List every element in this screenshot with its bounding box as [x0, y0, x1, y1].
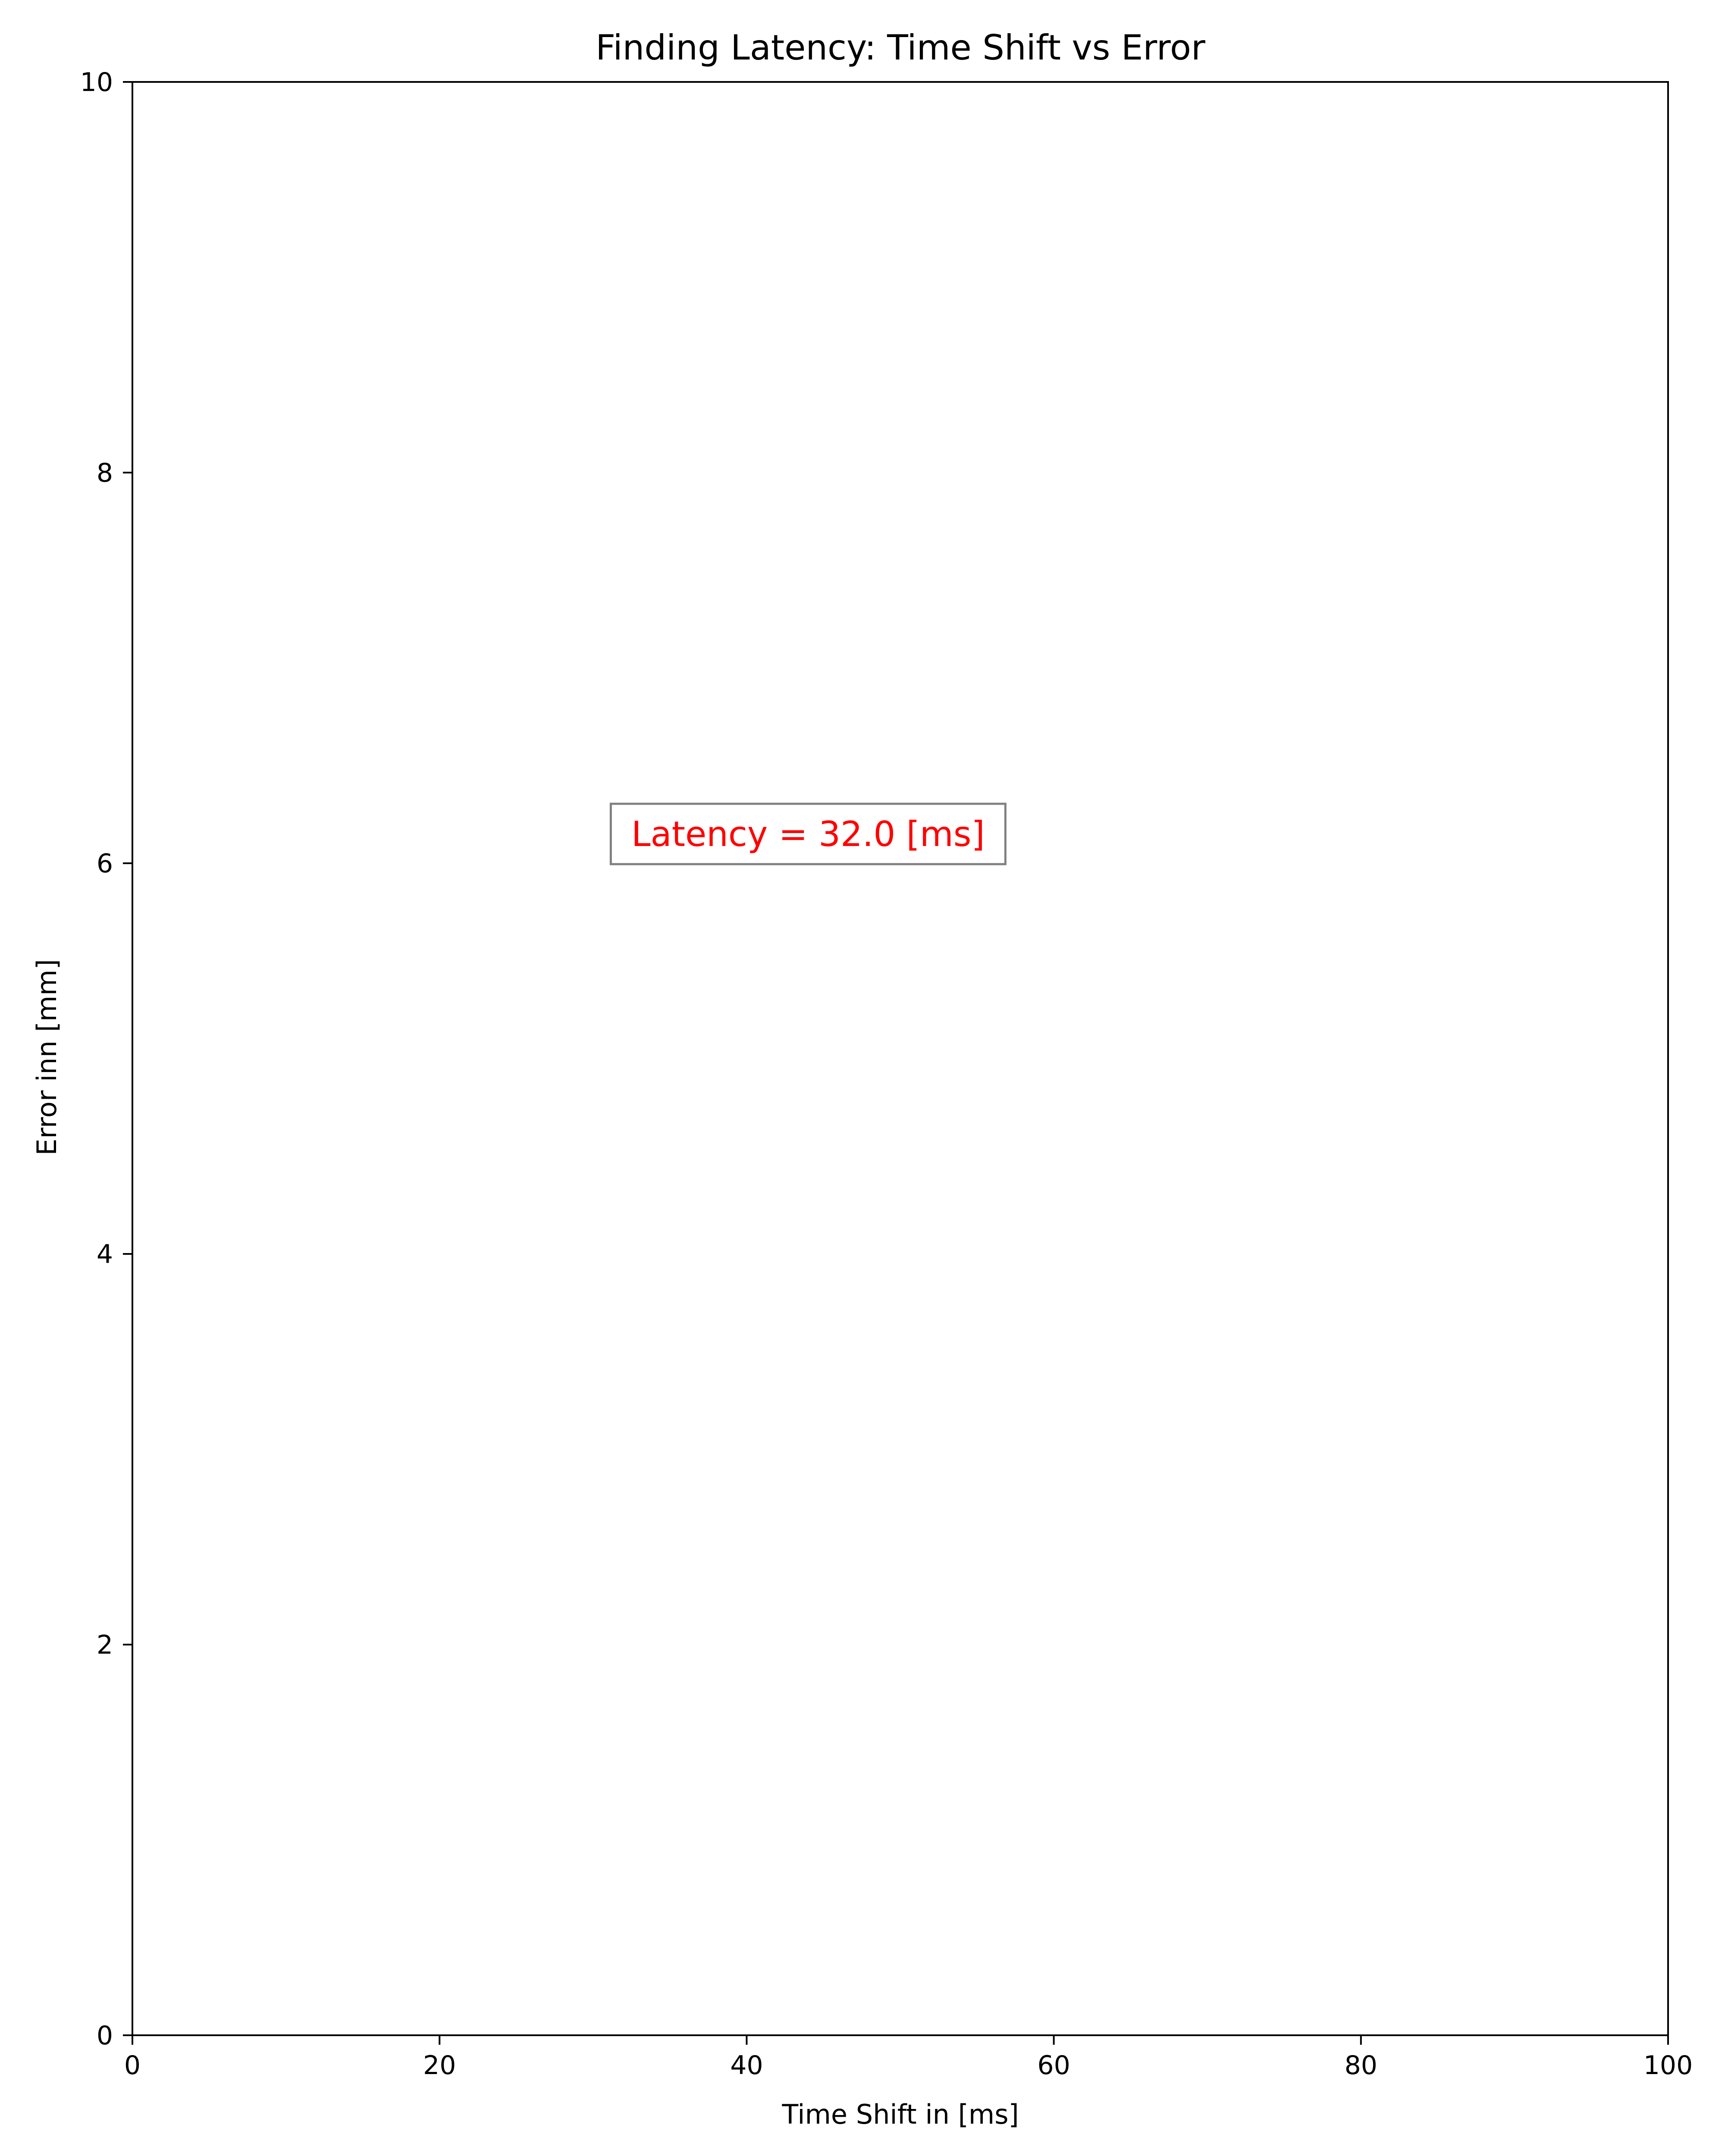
y-tick-label: 2 [97, 1630, 113, 1660]
x-tick-label: 40 [730, 2050, 763, 2081]
chart-title: Finding Latency: Time Shift vs Error [596, 28, 1205, 68]
x-tick-label: 20 [423, 2050, 456, 2081]
annotation-box [609, 802, 1007, 865]
x-tick-label: 100 [1643, 2050, 1693, 2081]
axes-frame [132, 81, 1669, 2036]
x-tick-label: 0 [124, 2050, 141, 2081]
y-tick-label: 10 [80, 67, 113, 97]
y-tick-label: 6 [97, 849, 113, 879]
y-tick-label: 4 [97, 1239, 113, 1269]
annotation-text: Latency = 32.0 [ms] [631, 814, 985, 854]
x-axis-label: Time Shift in [ms] [781, 2099, 1019, 2130]
y-tick-label: 8 [97, 458, 113, 488]
x-tick-label: 60 [1037, 2050, 1070, 2081]
plot-area: 0 20 40 60 80 100 0 2 4 6 8 10 Latency = 32.0 [ms] [80, 67, 1693, 2081]
x-tick-label: 80 [1345, 2050, 1377, 2081]
y-axis-label: Error inn [mm] [31, 959, 63, 1156]
y-tick-label: 0 [97, 2021, 113, 2051]
